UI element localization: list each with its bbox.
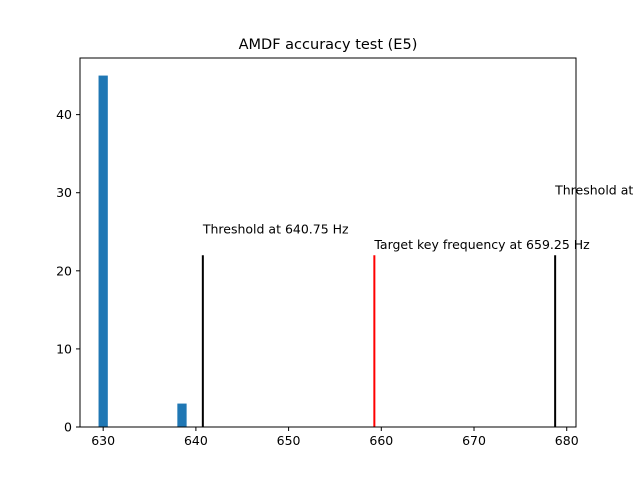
x-tick-label-5: 680 bbox=[555, 433, 579, 448]
histogram-bar-0 bbox=[98, 75, 108, 428]
x-tick-label-0: 630 bbox=[91, 433, 115, 448]
x-tick-label-1: 640 bbox=[184, 433, 208, 448]
reference-line-label-2: Threshold at bbox=[554, 182, 633, 197]
chart-title: AMDF accuracy test (E5) bbox=[239, 37, 418, 53]
y-tick-label-2: 20 bbox=[56, 263, 72, 278]
x-tick-label-2: 650 bbox=[277, 433, 301, 448]
y-tick-label-0: 0 bbox=[64, 420, 72, 435]
reference-line-label-1: Target key frequency at 659.25 Hz bbox=[373, 237, 590, 252]
x-tick-label-4: 670 bbox=[462, 433, 486, 448]
x-tick-label-3: 660 bbox=[369, 433, 393, 448]
y-tick-label-3: 30 bbox=[56, 185, 72, 200]
axes-frame bbox=[79, 57, 577, 428]
plot-area: Threshold at 640.75 Hz Target key frequen… bbox=[56, 57, 633, 448]
y-tick-label-1: 10 bbox=[56, 341, 72, 356]
reference-line-label-0: Threshold at 640.75 Hz bbox=[202, 221, 349, 236]
y-tick-label-4: 40 bbox=[56, 107, 72, 122]
histogram-bar-1 bbox=[177, 403, 187, 427]
